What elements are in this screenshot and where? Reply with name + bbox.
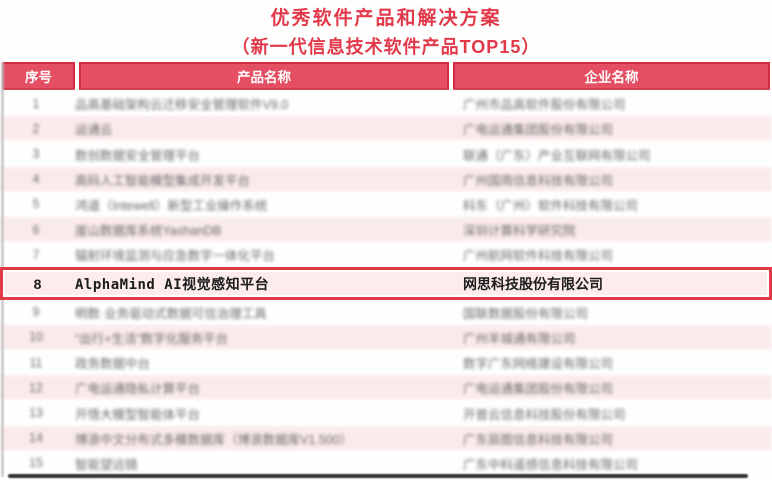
row-number-cell: 2 bbox=[32, 121, 40, 136]
header-cell-company: 企业名称 bbox=[453, 62, 770, 90]
table-row-highlighted: 8 AlphaMind AI视觉感知平台 网思科技股份有限公司 bbox=[0, 267, 772, 300]
product-name-cell: “出行+生活”数字化服务平台 bbox=[75, 331, 229, 346]
product-name-cell: AlphaMind AI视觉感知平台 bbox=[75, 276, 270, 293]
row-number-cell: 9 bbox=[32, 305, 40, 320]
row-number-cell: 13 bbox=[29, 406, 43, 421]
product-name-cell: 智能望远镜 bbox=[75, 457, 138, 472]
row-number-cell: 8 bbox=[33, 275, 42, 292]
product-name-cell: 明数·业务驱动式数据可信治理工具 bbox=[75, 306, 267, 321]
row-number-cell: 12 bbox=[29, 380, 43, 395]
table-row: 3 数创数据安全管理平台 联通（广东）产业互联网有限公司 bbox=[0, 141, 772, 167]
company-name-cell: 广东中科遥感信息科技有限公司 bbox=[463, 457, 639, 472]
product-name-cell: 开悟大模型智能体平台 bbox=[75, 407, 201, 422]
product-name-cell: 广电运通隐私计算平台 bbox=[75, 382, 201, 397]
table-row: 5 鸿道（Intewell）新型工业操作系统 科东（广州）软件科技有限公司 bbox=[0, 191, 772, 218]
company-name-cell: 开普云信息科技股份有限公司 bbox=[463, 407, 626, 422]
company-name-cell: 广州市品高软件股份有限公司 bbox=[463, 98, 626, 113]
row-number-cell: 7 bbox=[32, 247, 40, 262]
table-row: 13 开悟大模型智能体平台 开普云信息科技股份有限公司 bbox=[0, 400, 772, 426]
company-name-cell: 国联数据股份有限公司 bbox=[463, 306, 589, 321]
row-number-cell: 10 bbox=[29, 330, 43, 345]
page-title: 优秀软件产品和解决方案 bbox=[270, 8, 502, 29]
table-bottom-border bbox=[8, 474, 748, 478]
company-name-cell: 科东（广州）软件科技有限公司 bbox=[463, 198, 639, 213]
row-number-cell: 1 bbox=[32, 96, 40, 111]
product-name-cell: 辐射环境监测与应急数字一体化平台 bbox=[75, 249, 276, 264]
row-number-cell: 15 bbox=[29, 456, 43, 471]
company-name-cell: 数字广东网络建设有限公司 bbox=[463, 357, 614, 372]
product-name-cell: 品高基础架构云迁移安全管理软件V9.0 bbox=[75, 98, 289, 113]
product-name-cell: 博浪中文分布式多模数据库（博浪数据库V1.500） bbox=[75, 432, 353, 447]
table-header-row: 序号 产品名称 企业名称 bbox=[0, 62, 772, 90]
product-name-cell: 政务数据中台 bbox=[75, 357, 151, 372]
table-row: 2 运通云 广电运通集团股份有限公司 bbox=[0, 116, 772, 142]
company-name-cell: 广电运通集团股份有限公司 bbox=[463, 123, 614, 138]
product-name-cell: 高码人工智能模型集成开发平台 bbox=[75, 173, 251, 188]
row-number-cell: 6 bbox=[32, 222, 40, 237]
row-number-cell: 5 bbox=[32, 197, 40, 212]
page-subtitle: （新一代信息技术软件产品TOP15） bbox=[231, 37, 541, 57]
company-name-cell: 广州航网软件科技有限公司 bbox=[463, 249, 614, 264]
table-row: 7 辐射环境监测与应急数字一体化平台 广州航网软件科技有限公司 bbox=[0, 242, 772, 268]
product-name-cell: 运通云 bbox=[75, 123, 113, 138]
table-row: 10 “出行+生活”数字化服务平台 广州羊城通有限公司 bbox=[0, 324, 772, 351]
header-cell-product: 产品名称 bbox=[79, 62, 449, 90]
table-row: 9 明数·业务驱动式数据可信治理工具 国联数据股份有限公司 bbox=[0, 299, 772, 325]
table-row: 1 品高基础架构云迁移安全管理软件V9.0 广州市品高软件股份有限公司 bbox=[0, 91, 772, 117]
row-number-cell: 14 bbox=[29, 431, 43, 446]
company-name-cell: 深圳计算科学研究院 bbox=[463, 224, 576, 239]
product-name-cell: 鸿道（Intewell）新型工业操作系统 bbox=[75, 198, 268, 213]
company-name-cell: 广州国雨信息科技有限公司 bbox=[463, 173, 614, 188]
results-table-body: 1 品高基础架构云迁移安全管理软件V9.0 广州市品高软件股份有限公司 2 运通… bbox=[0, 91, 772, 477]
product-name-cell: 崖山数据库系统YashanDB bbox=[75, 224, 222, 239]
row-number-cell: 11 bbox=[29, 355, 43, 370]
table-row: 14 博浪中文分布式多模数据库（博浪数据库V1.500） 广东辰图信息科技有限公… bbox=[0, 425, 772, 451]
table-row: 6 崖山数据库系统YashanDB 深圳计算科学研究院 bbox=[0, 217, 772, 243]
company-name-cell: 联通（广东）产业互联网有限公司 bbox=[463, 148, 651, 163]
table-row: 12 广电运通隐私计算平台 广电运通集团股份有限公司 bbox=[0, 375, 772, 401]
page-title-block: 优秀软件产品和解决方案 （新一代信息技术软件产品TOP15） bbox=[0, 6, 772, 60]
product-name-cell: 数创数据安全管理平台 bbox=[75, 148, 201, 163]
header-cell-no: 序号 bbox=[2, 62, 75, 90]
company-name-cell: 网思科技股份有限公司 bbox=[463, 275, 603, 292]
row-number-cell: 3 bbox=[32, 147, 40, 161]
row-number-cell: 4 bbox=[32, 172, 40, 187]
table-row: 4 高码人工智能模型集成开发平台 广州国雨信息科技有限公司 bbox=[0, 166, 772, 192]
table-row: 15 智能望远镜 广东中科遥感信息科技有限公司 bbox=[0, 450, 772, 477]
company-name-cell: 广州羊城通有限公司 bbox=[463, 331, 576, 346]
company-name-cell: 广东辰图信息科技有限公司 bbox=[463, 432, 614, 447]
table-row: 11 政务数据中台 数字广东网络建设有限公司 bbox=[0, 350, 772, 376]
company-name-cell: 广电运通集团股份有限公司 bbox=[463, 382, 614, 397]
